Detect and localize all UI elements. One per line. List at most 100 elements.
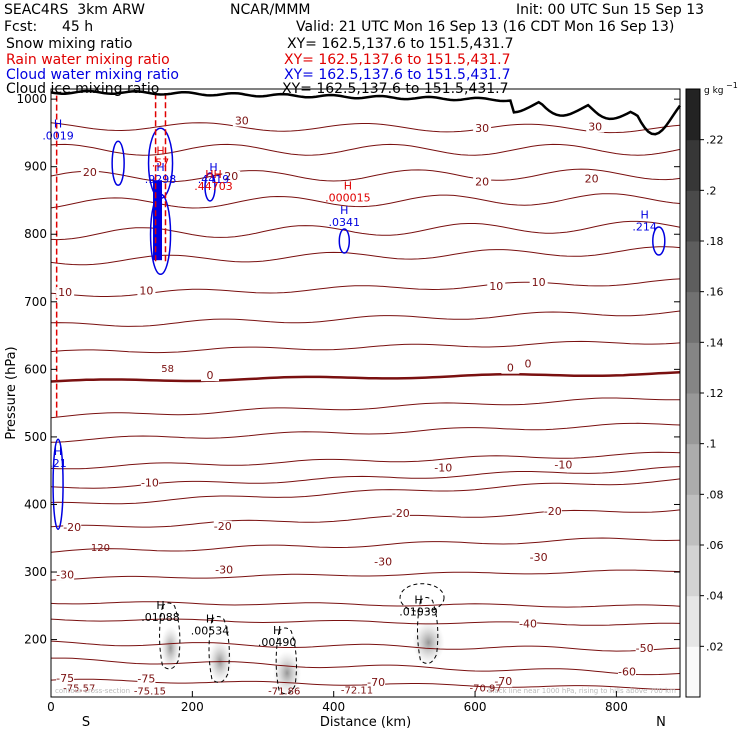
isotherm-label: -70 [494, 675, 512, 688]
cloud-water-contour [338, 228, 351, 254]
isotherm-label-bg [519, 618, 538, 630]
forecast-hour-label: Fcst: [4, 19, 38, 35]
isotherm-label-bg [501, 362, 520, 374]
rain-water-max-marker: H [344, 179, 352, 192]
cloud-water-contour [204, 172, 216, 202]
rain-water-max-value: .57 [152, 156, 170, 169]
organization-label: NCAR/MMM [230, 2, 311, 18]
isotherm-label: -20 [392, 507, 410, 520]
isotherm-label-bg [473, 176, 492, 188]
x-tick-label: 400 [322, 700, 345, 714]
isotherm-label-bg [222, 170, 241, 182]
isotherm-label: 20 [475, 175, 489, 188]
isotherm-label-bg [519, 358, 538, 370]
isotherm-label: 20 [224, 170, 238, 183]
isotherm-label-bg [56, 569, 75, 581]
isotherm-label-bg [434, 462, 453, 474]
isotherm-label: 10 [489, 280, 503, 293]
isotherm-label-bg [374, 556, 393, 568]
terrain-surface-line [50, 89, 682, 136]
isotherm-label-bg [80, 166, 99, 178]
isotherm-line [50, 640, 681, 652]
isotherm-label: 30 [588, 121, 602, 134]
isotherm-label-bg [586, 121, 605, 133]
isotherm-label: -30 [215, 564, 233, 577]
isotherm-label: -50 [636, 642, 654, 655]
x-axis-title: Distance (km) [320, 715, 411, 730]
isotherm-label-bg [137, 285, 156, 297]
isotherm-label-bg [137, 673, 156, 685]
partial-label: 120 [91, 543, 110, 554]
ice-shading [160, 625, 181, 670]
rain-water-max-value: .000015 [325, 191, 371, 204]
cloud-water-max-marker: H [54, 445, 62, 458]
isotherm-label-bg [391, 507, 410, 519]
isotherm-label-bg [529, 276, 548, 288]
isotherm-line [50, 246, 681, 266]
colorbar-unit-exponent: −1 [726, 81, 738, 90]
colorbar-tick-label: .12 [706, 387, 724, 400]
ice-shading [273, 650, 302, 695]
cloud-water-max-value: .9298 [145, 173, 177, 186]
x-tick-label: 0 [47, 700, 55, 714]
isotherm-line [50, 601, 681, 608]
colorbar-tick-label: .22 [706, 134, 724, 147]
colorbar-segment [686, 595, 700, 647]
y-tick-label: 800 [24, 227, 47, 241]
cloud-water-max-value: .0341 [329, 216, 361, 229]
forecast-hour-value: 45 h [62, 19, 94, 35]
colorbar-tick-label: .1 [706, 438, 717, 451]
isotherm-label: -10 [434, 462, 452, 475]
cloud-water-contour [652, 226, 666, 256]
isotherm-label-bg [63, 522, 82, 534]
isotherm-label: -40 [519, 618, 537, 631]
isotherm-line [50, 478, 681, 505]
partial-label: -75.15 [134, 686, 166, 697]
colorbar-segment [686, 443, 700, 495]
colorbar-tick-label: .18 [706, 235, 724, 248]
y-tick-label: 600 [24, 362, 47, 376]
field-xy-cloud-water: XY= 162.5,137.6 to 151.5,431.7 [284, 67, 511, 83]
isotherm-label-bg [140, 477, 159, 489]
ice-shading [412, 620, 445, 665]
y-tick-label: 1000 [16, 92, 47, 106]
cloud-ice-max-marker: H [414, 594, 422, 607]
cloud-water-max-marker: H [156, 161, 164, 174]
isotherm-label-bg [473, 122, 492, 134]
isotherm-label: 20 [585, 173, 599, 186]
isotherm-label-bg [213, 520, 232, 532]
isotherm-label: -20 [544, 505, 562, 518]
isotherm-label: -30 [530, 551, 548, 564]
north-end-label: N [656, 715, 666, 730]
cloud-water-max-value: .4419 [198, 173, 230, 186]
isotherm-label: 10 [139, 285, 153, 298]
colorbar-segment [686, 545, 700, 597]
cloud-ice-contour [275, 627, 297, 695]
isotherm-label-bg [487, 280, 506, 292]
isotherm-label-bg [215, 564, 234, 576]
init-time: Init: 00 UTC Sun 15 Sep 13 [516, 2, 705, 18]
isotherm-line [50, 220, 681, 241]
isotherm-label-bg [494, 676, 513, 688]
isotherm-label-bg [582, 173, 601, 185]
x-tick-label: 600 [464, 700, 487, 714]
cloud-water-max-value: .21 [49, 457, 67, 470]
isotherm-label-bg [635, 643, 654, 655]
cloud-ice-max-marker: H [156, 599, 164, 612]
colorbar-segment [686, 241, 700, 293]
colorbar-segment [686, 494, 700, 546]
x-tick-label: 800 [605, 700, 628, 714]
colorbar-tick-label: .06 [706, 539, 724, 552]
isotherm-line [50, 509, 681, 528]
isotherm-line [50, 278, 681, 297]
isotherm-label: 30 [475, 122, 489, 135]
isotherm-label-bg [56, 287, 75, 299]
cloud-ice-contour [399, 583, 445, 613]
colorbar-segment [686, 89, 700, 141]
cloud-ice-max-marker: H [206, 612, 214, 625]
field-name-snow: Snow mixing ratio [6, 36, 133, 52]
cloud-water-max-value: .214 [632, 220, 657, 233]
isotherm-label-bg [617, 666, 636, 678]
chart-type-note: contour cross-section [55, 687, 130, 695]
